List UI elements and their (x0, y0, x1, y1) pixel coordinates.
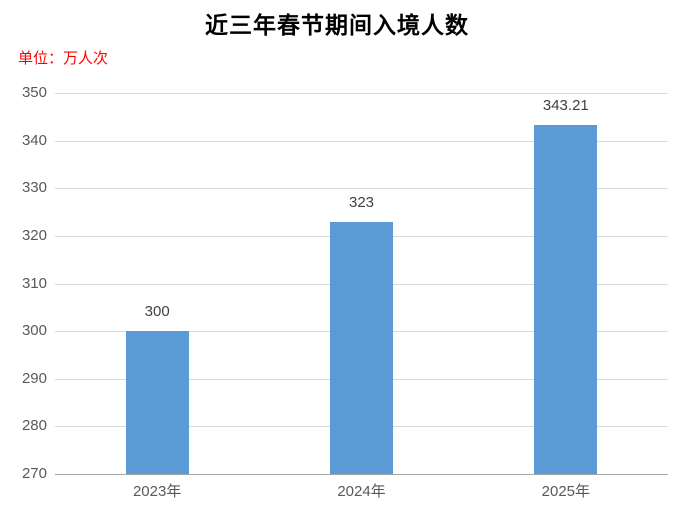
bar (125, 331, 189, 474)
x-tick-label: 2024年 (337, 483, 386, 500)
bar-value-label: 323 (348, 193, 375, 211)
x-tick-label: 2025年 (541, 483, 591, 500)
y-tick-label: 310 (21, 274, 47, 292)
y-tick-label: 280 (21, 417, 47, 435)
unit-label: 单位：万人次 (18, 50, 109, 67)
y-tick-label: 290 (21, 369, 47, 387)
y-tick-label: 340 (21, 131, 47, 149)
y-axis-labels: 270 280 290 300 310 320 330 340 350 (0, 84, 47, 482)
gridline (55, 140, 668, 142)
gridline (55, 188, 668, 190)
bar-value-label: 300 (144, 303, 170, 321)
x-tick-label: 2023年 (132, 483, 182, 500)
bar (534, 125, 598, 474)
y-tick-label: 270 (21, 465, 47, 482)
bar-value-label: 343.21 (542, 97, 589, 115)
bar (330, 221, 393, 474)
y-tick-label: 320 (21, 226, 47, 244)
chart-title: 近三年春节期间入境人数 (205, 13, 469, 38)
x-axis-labels: 2023年 2024年 2025年 (55, 482, 668, 502)
y-tick-label: 300 (21, 322, 47, 340)
gridline (55, 93, 668, 94)
y-tick-label: 350 (21, 84, 47, 101)
plot-area: 300 323 343.21 (55, 93, 668, 475)
y-tick-label: 330 (21, 179, 47, 197)
